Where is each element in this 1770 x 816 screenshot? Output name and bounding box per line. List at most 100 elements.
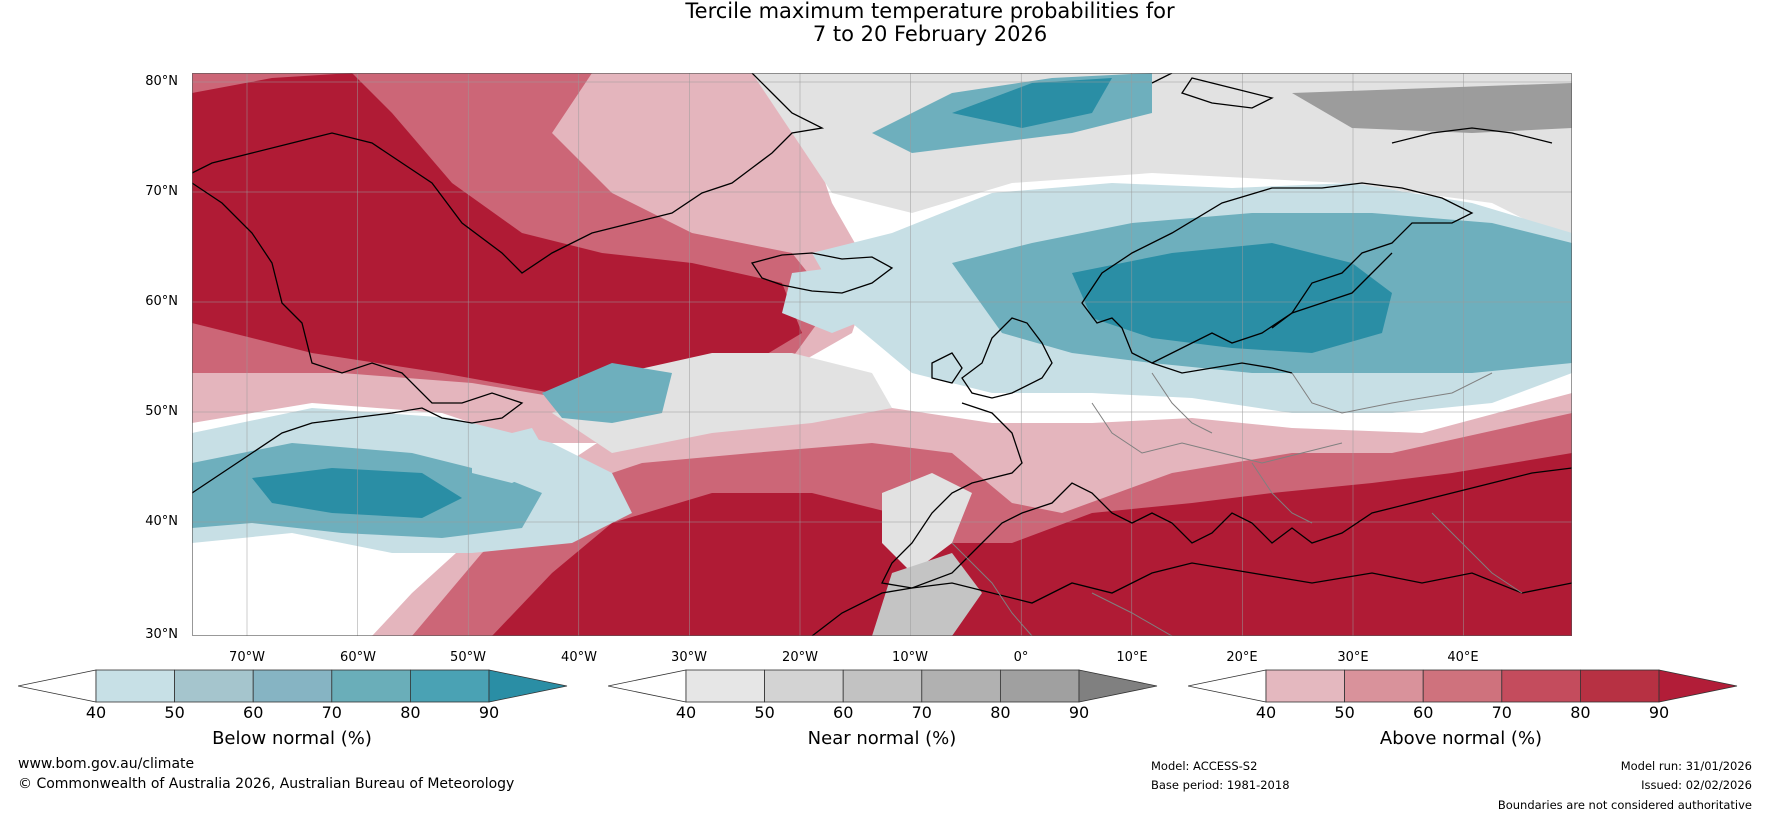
- colorbar-segment: [95, 669, 175, 703]
- above-region-south-90: [492, 453, 1572, 636]
- colorbar-min-arrow: [18, 669, 97, 703]
- europe-coast: [881, 402, 1572, 589]
- colorbar-tick-label: 50: [164, 703, 185, 722]
- lon-label-60w: 60°W: [340, 650, 376, 665]
- colorbar-segment: [842, 669, 923, 703]
- colorbar-tick-label: 90: [478, 703, 500, 722]
- lat-label-60n: 60°N: [145, 294, 178, 309]
- colorbar-tick-label: 80: [990, 703, 1011, 722]
- british-isles-coast: [931, 317, 1053, 399]
- colorbar-tick-label: 90: [1068, 703, 1090, 722]
- colorbar-tick-label: 60: [833, 703, 854, 722]
- forecast-map: [192, 73, 1572, 636]
- lon-label-10w: 10°W: [892, 650, 928, 665]
- above-region-atlantic-90: [192, 73, 802, 423]
- near-region-africa: [872, 553, 982, 636]
- colorbar-segment: [1265, 669, 1345, 703]
- colorbar-segment: [1422, 669, 1503, 703]
- border-line: [1091, 592, 1173, 636]
- lon-label-10e: 10°E: [1116, 650, 1148, 665]
- lon-label-50w: 50°W: [450, 650, 486, 665]
- lon-label-20e: 20°E: [1226, 650, 1258, 665]
- lon-label-70w: 70°W: [229, 650, 265, 665]
- colorbar-below-label: Below normal (%): [212, 728, 372, 749]
- border-line: [1431, 512, 1523, 594]
- map-frame: [192, 73, 1572, 636]
- colorbar-tick-label: 80: [400, 703, 421, 722]
- colorbar-segment: [331, 669, 411, 703]
- colorbar-segment: [1344, 669, 1424, 703]
- lat-label-40n: 40°N: [145, 514, 178, 529]
- novaya-zemlya-coast: [1391, 127, 1553, 144]
- below-region-iceland-sea: [782, 263, 882, 333]
- below-region-svalbard-90: [952, 78, 1112, 128]
- below-region-west-atlantic-90: [252, 468, 462, 518]
- colorbar-min-arrow: [1188, 669, 1267, 703]
- greenland-coast: [192, 73, 825, 274]
- colorbar-tick-label: 70: [1491, 703, 1512, 722]
- title-line-1: Tercile maximum temperature probabilitie…: [685, 0, 1175, 23]
- border-line: [1291, 372, 1493, 414]
- colorbar-segment: [409, 669, 490, 703]
- colorbar-below-normal: [18, 669, 568, 703]
- title-line-2: 7 to 20 February 2026: [812, 22, 1048, 46]
- lat-label-70n: 70°N: [145, 184, 178, 199]
- lon-label-20w: 20°W: [782, 650, 818, 665]
- colorbar-segment: [764, 669, 844, 703]
- africa-coast: [811, 562, 1572, 636]
- baltic-coast: [1151, 362, 1293, 374]
- lon-label-40w: 40°W: [561, 650, 597, 665]
- lon-label-0: 0°: [1013, 650, 1029, 665]
- colorbar-tick-label: 70: [911, 703, 932, 722]
- colorbar-tick-label: 60: [243, 703, 264, 722]
- colorbar-near-label: Near normal (%): [807, 728, 957, 749]
- colorbar-tick-label: 50: [1334, 703, 1355, 722]
- colorbar-segment: [921, 669, 1001, 703]
- footer-model-run: Model run: 31/01/2026: [1620, 759, 1752, 773]
- colorbar-max-arrow: [1078, 669, 1158, 703]
- lat-label-80n: 80°N: [145, 74, 178, 89]
- coastlines: [192, 73, 1572, 636]
- footer-website: www.bom.gov.au/climate: [18, 756, 195, 772]
- lon-label-40e: 40°E: [1447, 650, 1479, 665]
- colorbar-tick-label: 40: [1255, 703, 1277, 722]
- border-line: [1251, 462, 1313, 524]
- border-line: [1151, 372, 1213, 434]
- footer-base-period: Base period: 1981-2018: [1151, 778, 1290, 792]
- colorbar-tick-label: 40: [85, 703, 107, 722]
- colorbar-segment: [174, 669, 254, 703]
- colorbar-tick-label: 70: [321, 703, 342, 722]
- below-region-europe-90: [1072, 243, 1392, 353]
- labrador-coast: [192, 182, 524, 494]
- colorbar-segment: [1579, 669, 1660, 703]
- colorbar-min-arrow: [608, 669, 687, 703]
- colorbar-tick-label: 40: [675, 703, 697, 722]
- colorbar-above-label: Above normal (%): [1379, 728, 1543, 749]
- lat-label-30n: 30°N: [145, 627, 178, 642]
- colorbar-tick-label: 50: [754, 703, 775, 722]
- near-region-iberia: [882, 473, 972, 573]
- colorbar-near-normal: [608, 669, 1158, 703]
- footer-copyright: © Commonwealth of Australia 2026, Austra…: [18, 776, 515, 792]
- below-region-mid-atlantic-2: [472, 428, 552, 483]
- colorbar-max-arrow: [1658, 669, 1738, 703]
- lon-label-30w: 30°W: [671, 650, 707, 665]
- colorbar-segment: [685, 669, 765, 703]
- below-region-mid-atlantic: [542, 363, 672, 423]
- colorbar-segment: [252, 669, 333, 703]
- finland-coast: [1271, 252, 1393, 329]
- footer-disclaimer: Boundaries are not considered authoritat…: [1497, 798, 1752, 812]
- colorbar-tick-label: 60: [1413, 703, 1434, 722]
- footer-issued: Issued: 02/02/2026: [1641, 778, 1752, 792]
- border-line: [951, 542, 1033, 636]
- border-line: [1091, 402, 1343, 464]
- colorbar-segment: [999, 669, 1080, 703]
- iceland-coast: [750, 252, 894, 294]
- near-region-arctic: [1292, 83, 1572, 133]
- colorbar-segment: [1501, 669, 1581, 703]
- lon-label-30e: 30°E: [1337, 650, 1369, 665]
- colorbar-tick-label: 90: [1648, 703, 1670, 722]
- graticule: [192, 73, 1572, 636]
- colorbar-above-normal: [1188, 669, 1738, 703]
- footer-model: Model: ACCESS-S2: [1151, 759, 1258, 773]
